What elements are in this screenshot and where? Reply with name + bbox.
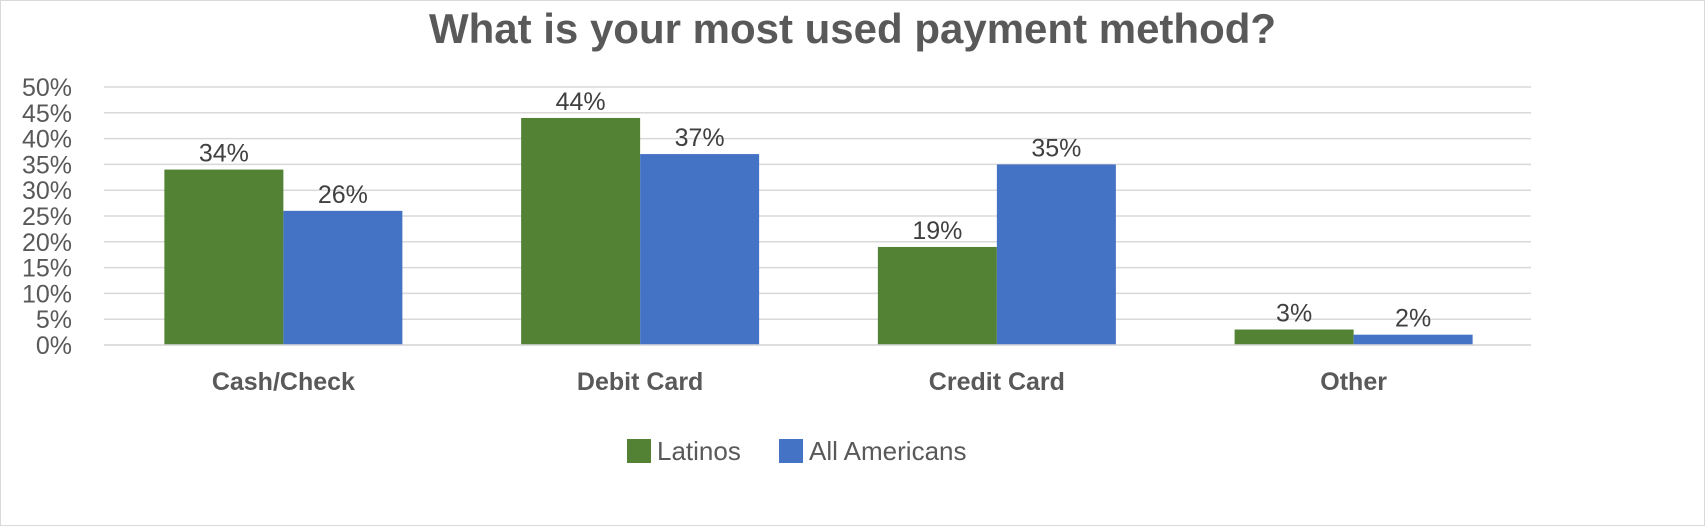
- bar-all-americans-other: [1353, 334, 1473, 345]
- y-tick-label: 25%: [22, 203, 72, 231]
- legend-label: All Americans: [809, 436, 967, 466]
- data-label: 2%: [1395, 305, 1431, 333]
- legend-swatch: [627, 439, 651, 463]
- y-tick-label: 50%: [22, 74, 72, 102]
- x-axis: Cash/Check Debit Card Credit Card Other: [104, 344, 1531, 396]
- data-label: 34%: [199, 140, 249, 168]
- bars: [164, 117, 1473, 346]
- bar-all-americans-debit-card: [640, 154, 760, 345]
- y-tick-label: 30%: [22, 177, 72, 205]
- y-tick-label: 5%: [36, 306, 72, 334]
- data-label: 35%: [1031, 134, 1081, 162]
- x-category-label: Debit Card: [577, 368, 703, 396]
- data-label: 19%: [912, 217, 962, 245]
- y-tick-label: 35%: [22, 151, 72, 179]
- bar-all-americans-credit-card: [996, 164, 1116, 345]
- data-labels: 34% 26% 44% 37% 19% 35% 3% 2%: [199, 88, 1431, 333]
- y-tick-label: 10%: [22, 280, 72, 308]
- data-label: 26%: [318, 181, 368, 209]
- legend: Latinos All Americans: [627, 436, 967, 466]
- bar-all-americans-cash-check: [283, 210, 403, 345]
- data-label: 44%: [556, 88, 606, 116]
- legend-label: Latinos: [657, 436, 741, 466]
- y-tick-label: 45%: [22, 100, 72, 128]
- legend-swatch: [779, 439, 803, 463]
- x-category-label: Other: [1320, 368, 1387, 396]
- x-category-label: Credit Card: [929, 368, 1065, 396]
- data-label: 37%: [675, 124, 725, 152]
- bar-latinos-credit-card: [877, 246, 997, 345]
- bar-latinos-other: [1234, 329, 1354, 345]
- y-tick-label: 40%: [22, 126, 72, 154]
- y-tick-label: 0%: [36, 332, 72, 360]
- bar-latinos-debit-card: [521, 117, 641, 346]
- data-label: 3%: [1276, 300, 1312, 328]
- y-axis: 0%5%10%15%20%25%30%35%40%45%50%: [22, 74, 72, 360]
- chart-title: What is your most used payment method?: [428, 5, 1277, 52]
- y-tick-label: 15%: [22, 255, 72, 283]
- x-category-label: Cash/Check: [212, 368, 355, 396]
- bar-latinos-cash-check: [164, 169, 284, 345]
- y-tick-label: 20%: [22, 229, 72, 257]
